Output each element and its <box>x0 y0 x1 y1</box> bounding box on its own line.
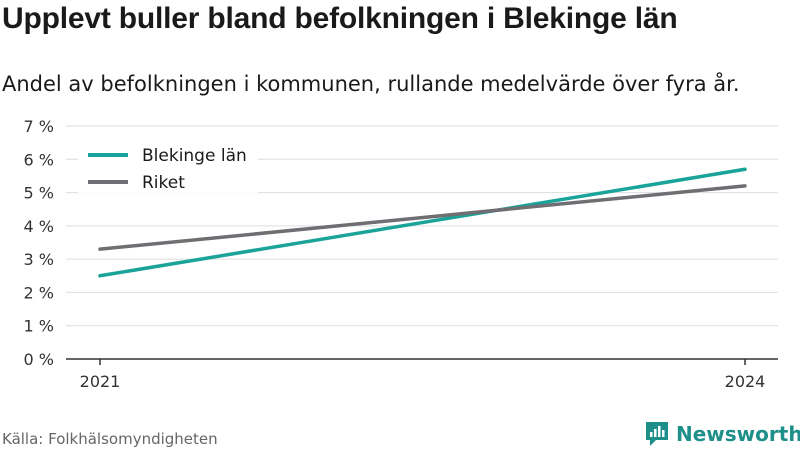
x-axis: 2021 2024 <box>66 358 778 391</box>
legend: Blekinge län Riket <box>78 141 258 193</box>
series-line-1 <box>98 184 747 251</box>
x-tick-label: 2024 <box>725 372 766 391</box>
newsworthy-logo-icon <box>646 422 668 446</box>
y-tick-label: 6 % <box>24 150 54 169</box>
brand[interactable]: Newsworthy <box>644 420 800 448</box>
y-tick-label: 0 % <box>24 350 54 369</box>
legend-label: Blekinge län <box>142 146 247 166</box>
legend-background <box>78 141 258 193</box>
chart-title: Upplevt buller bland befolkningen i Blek… <box>2 2 678 35</box>
y-tick-label: 7 % <box>24 117 54 136</box>
y-tick-label: 4 % <box>24 217 54 236</box>
y-tick-label: 5 % <box>24 184 54 203</box>
x-tick-label: 2021 <box>80 372 121 391</box>
series-line-0 <box>98 167 747 278</box>
legend-label: Riket <box>142 173 185 193</box>
y-axis: 0 % 1 % 2 % 3 % 4 % 5 % 6 % 7 % <box>24 117 54 369</box>
series-lines <box>98 167 747 278</box>
chart-subtitle: Andel av befolkningen i kommunen, rullan… <box>2 72 740 96</box>
brand-name: Newsworthy <box>676 422 800 446</box>
y-tick-label: 3 % <box>24 250 54 269</box>
y-tick-label: 2 % <box>24 283 54 302</box>
y-tick-label: 1 % <box>24 317 54 336</box>
source-note: Källa: Folkhälsomyndigheten <box>2 430 218 448</box>
